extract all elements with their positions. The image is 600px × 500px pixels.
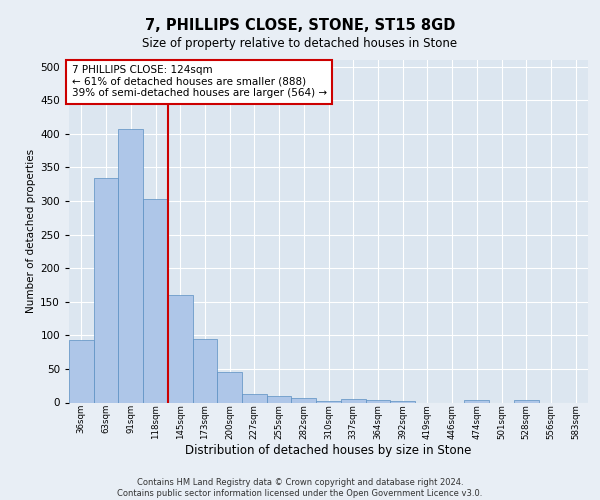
Text: Contains HM Land Registry data © Crown copyright and database right 2024.
Contai: Contains HM Land Registry data © Crown c… — [118, 478, 482, 498]
X-axis label: Distribution of detached houses by size in Stone: Distribution of detached houses by size … — [185, 444, 472, 458]
Bar — [267, 396, 292, 402]
Bar — [341, 399, 365, 402]
Bar — [143, 199, 168, 402]
Text: Size of property relative to detached houses in Stone: Size of property relative to detached ho… — [142, 38, 458, 51]
Bar — [464, 400, 489, 402]
Bar — [69, 340, 94, 402]
Y-axis label: Number of detached properties: Number of detached properties — [26, 149, 36, 314]
Bar — [365, 400, 390, 402]
Bar — [292, 398, 316, 402]
Bar — [514, 400, 539, 402]
Bar — [118, 128, 143, 402]
Bar — [316, 401, 341, 402]
Text: 7, PHILLIPS CLOSE, STONE, ST15 8GD: 7, PHILLIPS CLOSE, STONE, ST15 8GD — [145, 18, 455, 32]
Bar — [94, 178, 118, 402]
Bar — [242, 394, 267, 402]
Bar — [193, 338, 217, 402]
Text: 7 PHILLIPS CLOSE: 124sqm
← 61% of detached houses are smaller (888)
39% of semi-: 7 PHILLIPS CLOSE: 124sqm ← 61% of detach… — [71, 65, 327, 98]
Bar — [390, 401, 415, 402]
Bar — [217, 372, 242, 402]
Bar — [168, 295, 193, 403]
